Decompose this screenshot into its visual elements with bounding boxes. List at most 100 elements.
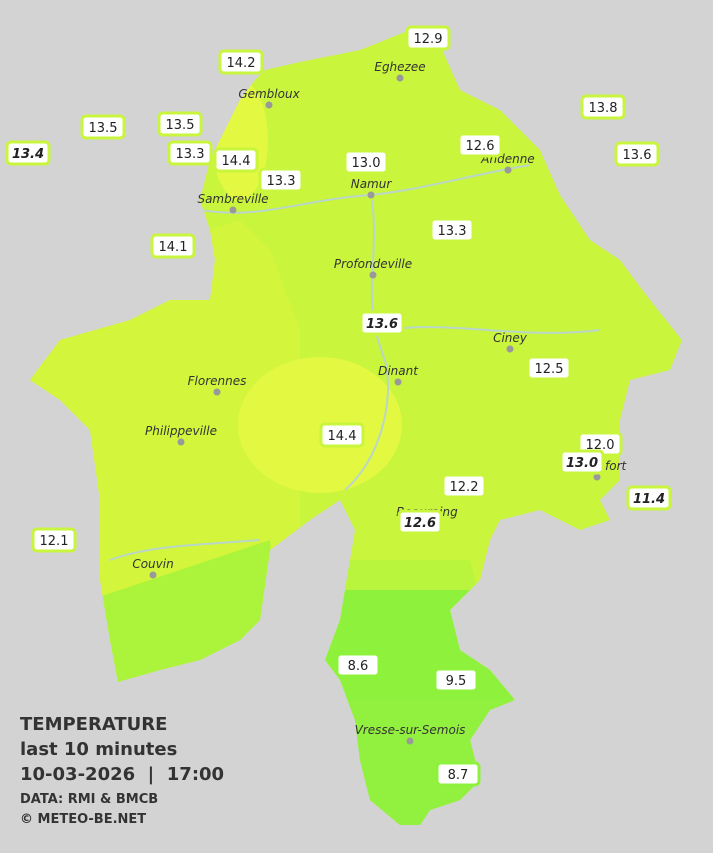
- station: 13.3: [167, 140, 213, 166]
- station-box: [526, 355, 572, 381]
- station-box: [157, 111, 203, 137]
- station-box: [429, 217, 475, 243]
- city-dot: [504, 166, 512, 174]
- station-value: 13.8: [589, 101, 618, 116]
- station: 13.3: [429, 217, 475, 243]
- city-dot: [396, 74, 404, 82]
- city-label: Dinant: [378, 364, 419, 378]
- city-label: Eghezee: [374, 60, 425, 74]
- station-value: 11.4: [633, 492, 665, 507]
- station-box: [405, 25, 451, 51]
- city-label: Gembloux: [238, 87, 300, 101]
- station-box: [167, 140, 213, 166]
- station: 13.0: [343, 149, 389, 175]
- station-box: [150, 233, 196, 259]
- station-value: 13.3: [176, 147, 205, 162]
- station: 13.3: [258, 167, 304, 193]
- station-value: 12.9: [414, 32, 443, 47]
- station-box: [319, 422, 365, 448]
- city-dot: [367, 191, 375, 199]
- station-box: [258, 167, 304, 193]
- station: 14.4: [213, 147, 259, 173]
- station: 13.6: [614, 141, 660, 167]
- city-dot: [177, 438, 185, 446]
- station: 8.7: [435, 761, 481, 787]
- station: 12.6: [397, 509, 443, 535]
- station-box: [580, 94, 626, 120]
- station-box: [80, 114, 126, 140]
- station: 8.6: [335, 652, 381, 678]
- station-box: [213, 147, 259, 173]
- station-value: 13.3: [438, 224, 467, 239]
- city-label: Florennes: [188, 374, 247, 388]
- station-box: [559, 449, 605, 475]
- city-dot: [369, 271, 377, 279]
- station: 14.1: [150, 233, 196, 259]
- station: 12.1: [31, 527, 77, 553]
- station-value: 13.0: [352, 156, 381, 171]
- station-box: [31, 527, 77, 553]
- city-dot: [593, 473, 601, 481]
- station-box: [5, 140, 51, 166]
- station: 12.5: [526, 355, 572, 381]
- station-value: 14.2: [227, 56, 256, 71]
- city-label: Profondeville: [334, 257, 412, 271]
- station-value: 13.6: [366, 317, 398, 332]
- station-value: 9.5: [446, 674, 467, 689]
- station: 13.6: [359, 310, 405, 336]
- legend-title: TEMPERATURE: [20, 714, 167, 735]
- station-box: [457, 132, 503, 158]
- station-value: 14.1: [159, 240, 188, 255]
- city-label: Vresse-sur-Semois: [355, 723, 466, 737]
- legend-period: last 10 minutes: [20, 739, 177, 760]
- station-value: 14.4: [328, 429, 357, 444]
- station: 13.4: [5, 140, 51, 166]
- station: 14.4: [319, 422, 365, 448]
- station-box: [335, 652, 381, 678]
- station-value: 13.0: [566, 456, 598, 471]
- station-value: 8.6: [348, 659, 369, 674]
- legend-credit: © METEO-BE.NET: [20, 812, 146, 827]
- station-box: [435, 761, 481, 787]
- station: 12.2: [441, 473, 487, 499]
- station-value: 12.6: [466, 139, 495, 154]
- station-value: 12.5: [535, 362, 564, 377]
- city-label: Sambreville: [197, 192, 268, 206]
- station: 12.6: [457, 132, 503, 158]
- city-dot: [149, 571, 157, 579]
- station-box: [397, 509, 443, 535]
- station-value: 12.0: [586, 438, 615, 453]
- station: 13.5: [80, 114, 126, 140]
- station-box: [614, 141, 660, 167]
- station-value: 13.5: [89, 121, 118, 136]
- city-dot: [229, 206, 237, 214]
- station-box: [441, 473, 487, 499]
- station-box: [218, 49, 264, 75]
- station-box: [626, 485, 672, 511]
- city-dot: [406, 737, 414, 745]
- station: 11.4: [626, 485, 672, 511]
- city-dot: [506, 345, 514, 353]
- station: 12.9: [405, 25, 451, 51]
- station: 13.0: [559, 449, 605, 475]
- city-dot: [265, 101, 273, 109]
- station-value: 12.1: [40, 534, 69, 549]
- legend-source: DATA: RMI & BMCB: [20, 792, 158, 807]
- city-dot: [394, 378, 402, 386]
- station-value: 13.4: [12, 147, 44, 162]
- city-label: Namur: [351, 177, 393, 191]
- station-value: 8.7: [448, 768, 469, 783]
- station: 13.5: [157, 111, 203, 137]
- station: 14.2: [218, 49, 264, 75]
- city-label: Philippeville: [145, 424, 217, 438]
- station-box: [343, 149, 389, 175]
- station-box: [359, 310, 405, 336]
- station-value: 13.3: [267, 174, 296, 189]
- station-value: 12.6: [404, 516, 436, 531]
- city-label: Ciney: [493, 331, 528, 345]
- station-value: 13.5: [166, 118, 195, 133]
- station: 9.5: [433, 667, 479, 693]
- city-label: Couvin: [132, 557, 173, 571]
- station-value: 14.4: [222, 154, 251, 169]
